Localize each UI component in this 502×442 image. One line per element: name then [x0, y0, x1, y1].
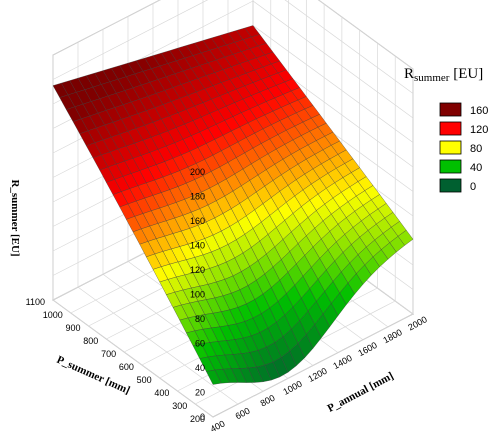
z-tick-label: 200 — [190, 167, 205, 177]
x-tick-label: 700 — [101, 349, 116, 359]
legend-entries: 160 120 80 40 0 — [439, 102, 488, 193]
z-gridline — [284, 0, 414, 94]
legend-swatch — [439, 178, 462, 193]
x-tick-label: 1000 — [43, 310, 63, 320]
z-tick-label: 60 — [195, 339, 205, 349]
z-gridline — [252, 25, 414, 143]
x-tick-label: 400 — [154, 388, 169, 398]
legend-swatch — [439, 121, 462, 136]
legend-title: Rsummer [EU] — [404, 66, 483, 84]
y-tick-label: 2000 — [406, 314, 428, 332]
x-tick-label: 200 — [190, 414, 205, 424]
y-tick-label: 1200 — [306, 366, 328, 384]
legend-label: 120 — [470, 124, 488, 136]
z-tick-label: 80 — [195, 314, 205, 324]
legend-swatch — [439, 140, 462, 155]
legend-swatch — [439, 159, 462, 174]
z-gridline — [318, 0, 414, 70]
legend-label: 160 — [470, 105, 488, 117]
y-gridline — [52, 299, 214, 418]
y-tick-label: 1400 — [331, 353, 353, 371]
z-tick-label: 20 — [195, 388, 205, 398]
x-axis-title: P_summer [mm] — [55, 354, 132, 397]
x-tick-label: 600 — [119, 362, 134, 372]
x-tick-label: 300 — [172, 401, 187, 411]
legend-label: 40 — [470, 162, 482, 174]
legend-label: 80 — [470, 143, 482, 155]
legend: Rsummer [EU] 160 120 80 40 0 — [404, 66, 488, 193]
y-axis-title: P_annual [mm] — [326, 370, 396, 415]
x-tick-label: 1100 — [26, 297, 45, 307]
legend-label: 0 — [470, 181, 476, 193]
y-tick-label: 600 — [234, 406, 252, 422]
x-tick-label: 900 — [66, 323, 81, 333]
z-tick-label: 0 — [200, 412, 205, 422]
z-tick-label: 40 — [195, 363, 205, 373]
z-gridline — [252, 0, 414, 119]
y-tick-label: 400 — [209, 418, 227, 434]
y-tick-label: 1000 — [281, 379, 303, 397]
x-tick-label: 800 — [83, 336, 98, 346]
z-tick-label: 160 — [190, 216, 205, 226]
y-tick-label: 1800 — [381, 327, 403, 345]
legend-swatch — [439, 102, 462, 117]
y-gridline — [77, 286, 239, 405]
y-tick-label: 800 — [259, 393, 277, 409]
surface-mesh — [52, 25, 414, 385]
z-tick-label: 100 — [190, 290, 205, 300]
z-axis-title: R_summer [EU] — [9, 179, 21, 256]
z-tick-label: 120 — [190, 265, 205, 275]
z-tick-label: 180 — [190, 192, 205, 202]
x-tick-label: 500 — [137, 375, 152, 385]
surface-cell — [205, 369, 222, 385]
z-tick-label: 140 — [190, 241, 205, 251]
y-tick-label: 1600 — [356, 340, 378, 358]
